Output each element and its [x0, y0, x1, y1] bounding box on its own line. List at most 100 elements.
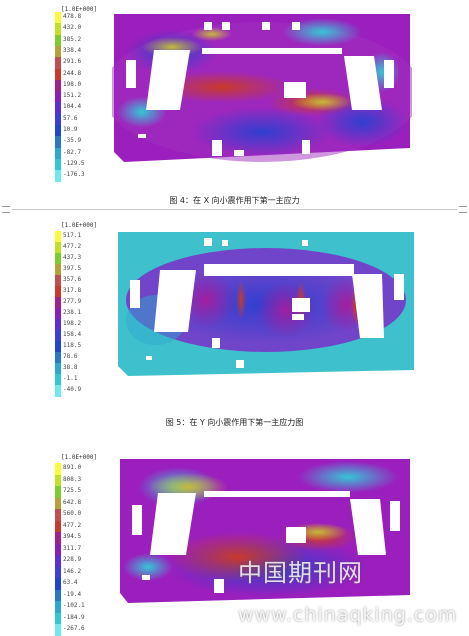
legend-swatch	[55, 352, 61, 364]
legend-swatch	[55, 79, 61, 92]
legend-swatch	[55, 286, 61, 298]
legend-value: 317.8	[63, 287, 82, 294]
legend-value: 477.2	[63, 243, 82, 250]
legend-value: 357.6	[63, 276, 82, 283]
legend-swatch	[55, 91, 61, 103]
watermark-chinese: 中国期刊网	[238, 559, 363, 587]
legend-value: -40.9	[63, 386, 82, 393]
legend-swatch	[55, 158, 61, 171]
legend-swatch	[55, 34, 61, 47]
legend-value: 198.0	[63, 80, 82, 88]
legend-value: 385.2	[63, 35, 82, 43]
legend-value: 808.3	[63, 475, 82, 483]
stress-contour-map	[112, 14, 412, 162]
legend-value: 432.0	[63, 24, 82, 32]
legend-value: 394.5	[63, 533, 82, 540]
legend-swatch	[55, 23, 61, 36]
legend-swatch	[55, 385, 61, 397]
legend-title: [1.0E+000]	[61, 6, 98, 13]
legend-swatch	[55, 341, 61, 353]
legend-swatch	[55, 520, 61, 533]
legend-value: 291.6	[63, 58, 82, 66]
figure-6-panel: [1.0E+000] 891.0 808.3 725.5 642.8 560.0 477.…	[0, 450, 469, 636]
legend-swatch	[55, 308, 61, 320]
stress-contour-map	[118, 232, 414, 376]
legend-value: 477.2	[63, 521, 82, 529]
page-break-marker	[459, 206, 467, 213]
legend-swatch	[55, 463, 61, 475]
legend-swatch	[55, 57, 61, 69]
legend-value: 146.2	[63, 567, 82, 575]
legend-swatch	[55, 543, 61, 556]
legend-value: 311.7	[63, 544, 82, 552]
legend-value: -35.9	[63, 137, 82, 145]
legend-value: 478.8	[63, 13, 82, 20]
legend-swatch	[55, 275, 61, 287]
legend-swatch	[55, 231, 61, 243]
legend-value: 10.9	[63, 126, 78, 133]
legend-value: 238.1	[63, 309, 82, 316]
legend-value: 437.3	[63, 254, 82, 261]
figure-caption: 图 4：在 X 向小震作用下第一主应力	[169, 196, 300, 205]
legend-swatch	[55, 578, 61, 590]
legend-swatch	[55, 147, 61, 160]
legend-value: -102.1	[63, 602, 85, 609]
legend-swatch	[55, 264, 61, 276]
legend-value: -129.5	[63, 159, 85, 167]
legend-value: 560.0	[63, 510, 82, 517]
legend-swatch	[55, 170, 61, 182]
legend-value: -184.9	[63, 613, 85, 621]
page-divider	[12, 209, 457, 210]
legend-value: 57.6	[63, 114, 78, 122]
legend-swatch	[55, 330, 61, 342]
legend-swatch	[55, 253, 61, 265]
legend-value: -19.4	[63, 590, 82, 598]
figure-caption: 图 5：在 Y 向小震作用下第一主应力图	[165, 418, 304, 427]
legend-value: 517.1	[63, 232, 82, 239]
page-break-marker	[2, 206, 10, 213]
legend-swatch	[55, 612, 61, 625]
legend-swatch	[55, 474, 61, 487]
legend-swatch	[55, 486, 61, 498]
legend-swatch	[55, 68, 61, 81]
legend-value: 118.5	[63, 342, 82, 349]
legend-swatch	[55, 532, 61, 544]
stress-contour-map	[120, 459, 410, 603]
legend-swatch	[55, 102, 61, 115]
legend-value: -267.6	[63, 625, 85, 632]
legend-swatch	[55, 374, 61, 386]
legend-title: [1.0E+000]	[61, 222, 98, 229]
legend-swatch	[55, 113, 61, 126]
legend-swatch	[55, 566, 61, 579]
legend-value: 38.8	[63, 364, 78, 371]
legend-value: 151.2	[63, 92, 82, 100]
legend-value: 78.6	[63, 353, 78, 360]
legend-title: [1.0E+000]	[61, 454, 98, 461]
legend-value: 277.9	[63, 298, 82, 305]
legend-value: 158.4	[63, 331, 82, 338]
legend-swatch	[55, 363, 61, 375]
legend-value: 63.4	[63, 579, 78, 586]
legend-value: 642.8	[63, 498, 82, 506]
legend-value: 891.0	[63, 464, 82, 471]
legend-swatch	[55, 319, 61, 331]
legend-value: -176.3	[63, 171, 85, 179]
legend-value: 338.4	[63, 46, 82, 54]
legend-swatch	[55, 624, 61, 636]
legend-value: -82.7	[63, 148, 82, 156]
legend-swatch	[55, 136, 61, 149]
legend-swatch	[55, 555, 61, 567]
legend-value: 725.5	[63, 487, 82, 494]
legend-swatch	[55, 242, 61, 254]
legend-swatch	[55, 45, 61, 58]
legend-swatch	[55, 601, 61, 613]
legend-swatch	[55, 497, 61, 510]
legend-swatch	[55, 589, 61, 602]
figure-4-panel: [1.0E+000] 478.8 432.0 385.2 338.4 291.6 244.…	[0, 0, 469, 205]
legend-swatch	[55, 12, 61, 24]
legend-swatch	[55, 509, 61, 521]
legend-swatch	[55, 297, 61, 309]
legend-value: 244.8	[63, 69, 82, 77]
legend-value: 104.4	[63, 103, 82, 111]
watermark-url: www.chinaqking.com	[238, 604, 458, 626]
